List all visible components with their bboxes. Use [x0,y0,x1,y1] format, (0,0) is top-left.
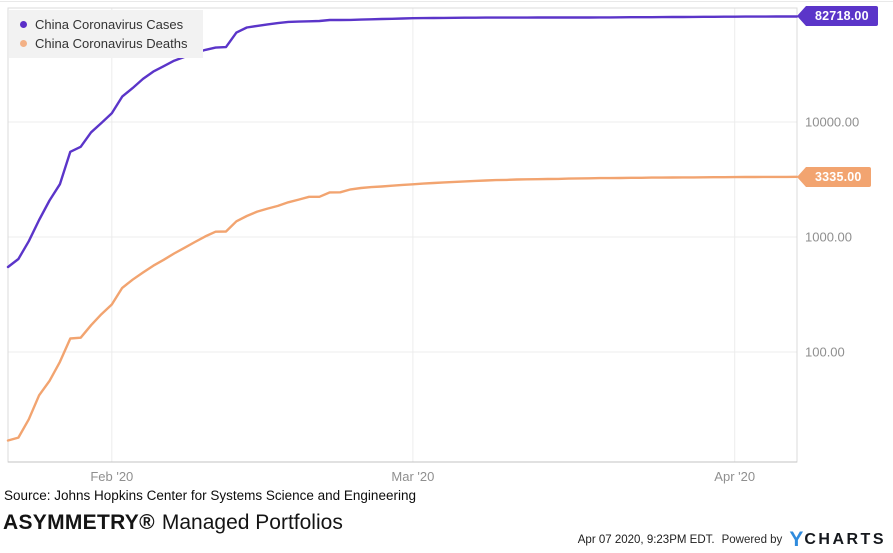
x-axis-tick-label: Apr '20 [714,469,756,484]
series-line-deaths [6,175,799,442]
legend-label: China Coronavirus Cases [35,17,184,32]
chart-legend: China Coronavirus Cases China Coronavirus… [9,10,204,58]
brand-name: ASYMMETRY® [3,511,155,534]
ycharts-y-mark: Y [789,528,804,551]
y-axis-tick-label: 10000.00 [805,114,860,130]
brand-tagline: Managed Portfolios [161,511,343,534]
footer-right: Apr 07 2020, 9:23PM EDT. Powered by Y CH… [578,529,886,550]
legend-item[interactable]: China Coronavirus Deaths [20,36,187,51]
badge-arrow [797,6,806,27]
badge-value: 82718.00 [806,6,878,27]
ycharts-logo[interactable]: Y CHARTS [789,529,886,550]
badge-arrow [797,166,806,187]
top-divider [0,1,893,2]
legend-item[interactable]: China Coronavirus Cases [20,17,187,32]
plot-border [7,7,798,463]
brand-line: ASYMMETRY® Managed Portfolios [3,511,343,535]
legend-dot-icon [20,21,27,28]
source-attribution: Source: Johns Hopkins Center for Systems… [4,488,416,503]
series-value-badge: 82718.00 [797,6,878,27]
x-axis-tick-label: Mar '20 [391,469,435,484]
badge-value: 3335.00 [806,166,871,187]
series-line-cases [6,15,799,269]
powered-by-label: Powered by [721,533,783,546]
ycharts-wordmark: CHARTS [804,530,886,548]
legend-dot-icon [20,40,27,47]
legend-label: China Coronavirus Deaths [35,36,188,51]
series-value-badge: 3335.00 [797,166,871,187]
chart-canvas [6,7,799,463]
y-axis-tick-label: 100.00 [805,344,845,360]
y-axis-tick-label: 1000.00 [805,229,852,245]
timestamp: Apr 07 2020, 9:23PM EDT. [577,533,715,546]
x-axis-tick-label: Feb '20 [90,469,134,484]
chart-region: China Coronavirus Cases China Coronavirus… [6,6,878,484]
